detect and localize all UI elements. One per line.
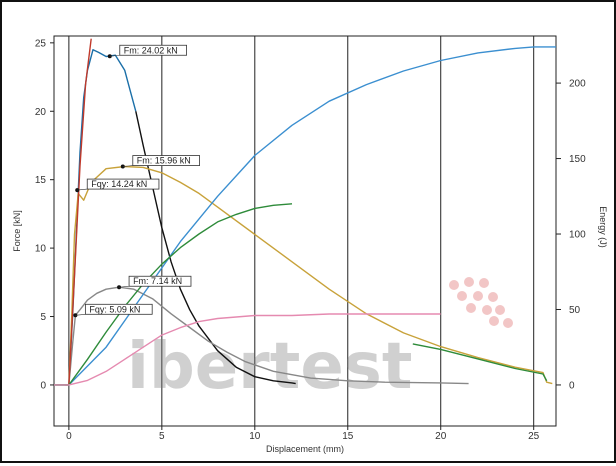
- annotation-leader: [122, 165, 133, 167]
- plot-area: [53, 35, 557, 427]
- grid-lines: [68, 36, 535, 426]
- watermark-text: ibertest: [127, 330, 412, 404]
- x-tick-label: 0: [66, 431, 72, 442]
- annotation-label: Fqy: 5.09 kN: [89, 304, 140, 314]
- y2-tick-label: 150: [569, 154, 586, 165]
- watermark-dot: [489, 316, 499, 326]
- annotation-label: Fm: 7.14 kN: [133, 276, 182, 286]
- y-tick-label: 5: [40, 312, 46, 323]
- y-tick-label: 0: [40, 380, 46, 391]
- annotation-leader: [77, 188, 88, 191]
- watermark-dot: [495, 305, 505, 315]
- watermark-dot: [482, 305, 492, 315]
- watermark-dot: [449, 280, 459, 290]
- y2-tick-label: 100: [569, 230, 586, 241]
- y2-tick-label: 50: [569, 305, 581, 316]
- series-line-7: [54, 203, 293, 386]
- y-axis-title: Force [kN]: [12, 210, 22, 252]
- x-tick-label: 25: [528, 431, 540, 442]
- y-tick-label: 20: [35, 107, 47, 118]
- y-tick-label: 15: [35, 175, 47, 186]
- annotation-label: Fm: 15.96 kN: [137, 156, 191, 166]
- y2-tick-label: 200: [569, 79, 586, 90]
- annotation-box: [86, 178, 160, 190]
- watermark-dot: [464, 277, 474, 287]
- watermark-logo: ibertest: [127, 277, 513, 404]
- chart-svg: ibertest Fm: 24.02 kN Fm: 15.96 kN Fqy: 14…: [12, 35, 608, 454]
- annotation-box: [119, 44, 187, 56]
- x-axis-title: Displacement (mm): [266, 444, 344, 454]
- watermark-dot: [488, 292, 498, 302]
- annotations-group: Fm: 24.02 kN Fm: 15.96 kN Fqy: 14.24 kN Fm:…: [73, 44, 200, 318]
- annotation-box: [84, 303, 153, 315]
- series-line-8: [54, 313, 441, 386]
- x-tick-label: 10: [249, 431, 261, 442]
- annotation-box: [128, 275, 192, 287]
- y2-tick-label: 0: [569, 380, 575, 391]
- watermark-dot: [473, 291, 483, 301]
- watermark-dot: [503, 318, 513, 328]
- x-tick-label: 15: [342, 431, 354, 442]
- annotation-leader: [109, 54, 120, 57]
- axes-group: 0 5 10 15 20 25 0 5 10 15 20 25 0 50 100 150 200 Displace…: [12, 38, 608, 454]
- x-tick-label: 5: [159, 431, 165, 442]
- series-line-4: [54, 286, 469, 386]
- plot-border: [53, 35, 557, 427]
- series-line-6: [54, 46, 556, 386]
- series-line-3: [412, 343, 548, 382]
- y-tick-label: 10: [35, 244, 47, 255]
- y2-axis-title: Energy (J): [598, 206, 608, 248]
- annotation-leader: [119, 285, 130, 288]
- annotation-label: Fqy: 14.24 kN: [91, 179, 147, 189]
- annotation-label: Fm: 24.02 kN: [124, 45, 178, 55]
- annotation-leader: [75, 313, 86, 316]
- series-group: [54, 38, 556, 386]
- y-tick-label: 25: [35, 38, 47, 49]
- watermark-dot: [457, 291, 467, 301]
- annotation-box: [132, 155, 200, 166]
- x-tick-label: 20: [435, 431, 447, 442]
- watermark-dot: [466, 303, 476, 313]
- series-line-1: [135, 111, 296, 385]
- watermark-dot: [479, 278, 489, 288]
